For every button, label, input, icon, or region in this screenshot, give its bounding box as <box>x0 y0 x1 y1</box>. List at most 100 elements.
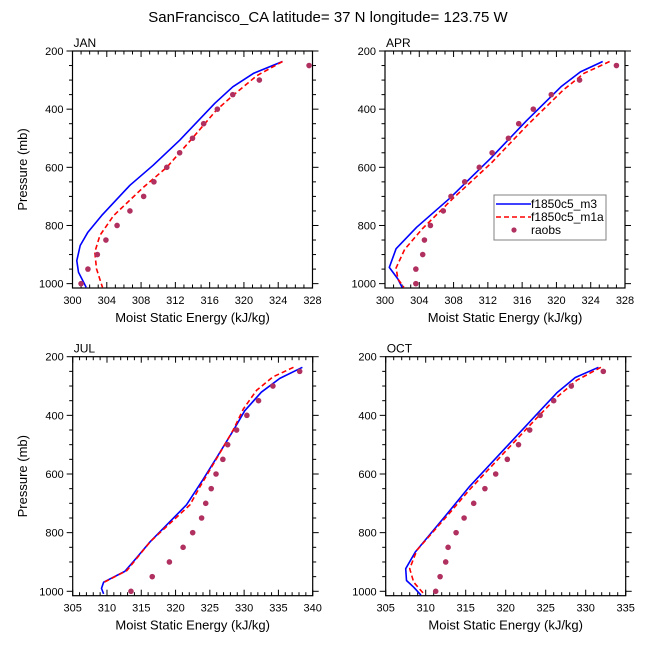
x-axis-title: Moist Static Energy (kJ/kg) <box>115 618 270 633</box>
panel-label: JUL <box>74 342 96 356</box>
legend-label-raobs: raobs <box>531 223 561 237</box>
panel-label: JAN <box>74 36 97 50</box>
panel-oct: 305 310 315 320 325 330 335 Moist Static Energy… <box>352 342 635 633</box>
raobs-point <box>470 500 477 507</box>
y-tick-label: 1000 <box>39 586 63 598</box>
figure-title: SanFrancisco_CA latitude= 37 N longitude… <box>148 9 508 26</box>
y-tick-label: 400 <box>358 410 376 422</box>
raobs-point <box>114 222 120 229</box>
raobs-point <box>550 397 557 404</box>
series-group <box>100 366 303 595</box>
plot-frame <box>71 50 314 289</box>
raobs-point <box>306 62 312 69</box>
raobs-point <box>229 91 236 98</box>
raobs-point <box>505 135 512 142</box>
x-tick-label: 328 <box>616 295 634 307</box>
y-tick-label: 600 <box>358 469 376 481</box>
y-tick-label: 1000 <box>352 586 376 598</box>
series-line-f1850c5_m3 <box>388 60 604 288</box>
x-tick-label: 312 <box>479 295 497 307</box>
raobs-point <box>189 135 196 142</box>
raobs-point <box>176 149 183 156</box>
series-group <box>76 60 283 288</box>
raobs-point <box>200 120 207 127</box>
raobs-point <box>255 397 262 404</box>
raobs-point <box>504 456 511 463</box>
raobs-point <box>256 77 263 83</box>
x-tick-label: 320 <box>235 295 253 307</box>
raobs-point <box>427 222 434 229</box>
raobs-point <box>548 91 555 98</box>
panels: 300 304 308 312 316 320 324 328 Moist Static Ene… <box>15 36 635 633</box>
x-tick-label: 315 <box>457 603 475 615</box>
x-tick-label: 316 <box>513 295 531 307</box>
y-tick-label: 800 <box>358 528 376 540</box>
y-tick-label: 600 <box>45 162 63 174</box>
raobs-point <box>453 529 459 536</box>
panel-jan: 300 304 308 312 316 320 324 328 Moist Static Ene… <box>15 36 322 325</box>
raobs-point <box>213 471 219 477</box>
raobs-point <box>103 237 109 243</box>
x-axis-title: Moist Static Energy (kJ/kg) <box>428 310 583 325</box>
panel-jul: 305 310 315 320 325 330 335 340 Moist Static Ene… <box>15 342 322 633</box>
raobs-point <box>413 266 419 272</box>
raobs-point <box>180 544 186 551</box>
raobs-point <box>421 237 428 243</box>
y-tick-label: 200 <box>358 46 376 58</box>
series-group <box>388 60 610 288</box>
raobs-point <box>526 427 533 433</box>
series-line-f1850c5_m3 <box>76 60 283 288</box>
panel-label: APR <box>386 36 411 50</box>
x-tick-label: 324 <box>582 295 600 307</box>
raobs-point <box>127 208 133 214</box>
raobs-point <box>140 193 147 200</box>
raobs-point <box>476 164 483 171</box>
x-tick-label: 308 <box>132 295 150 307</box>
x-axis-title: Moist Static Energy (kJ/kg) <box>428 618 583 633</box>
raobs-point <box>568 383 575 389</box>
raobs-point <box>128 588 134 595</box>
raobs-point <box>461 515 467 521</box>
raobs-point <box>537 412 543 419</box>
raobs-point <box>515 441 522 448</box>
y-tick-label: 600 <box>358 162 376 174</box>
x-tick-label: 320 <box>497 603 515 615</box>
y-tick-label: 800 <box>45 528 63 540</box>
x-tick-label: 300 <box>376 295 394 307</box>
raobs-point <box>576 77 583 83</box>
y-tick-label: 200 <box>358 352 376 364</box>
y-tick-label: 800 <box>358 220 376 232</box>
raobs-point <box>445 544 451 551</box>
raobs-point <box>413 280 419 287</box>
raobs-point <box>482 485 488 492</box>
raobs-point <box>149 573 156 580</box>
x-tick-label: 325 <box>537 603 555 615</box>
raobs-point <box>419 251 426 258</box>
series-line-f1850c5_m3 <box>404 366 599 596</box>
x-tick-label: 304 <box>410 295 428 307</box>
y-tick-label: 1000 <box>352 279 376 291</box>
y-tick-label: 400 <box>45 410 63 422</box>
raobs-point <box>78 280 84 287</box>
raobs-point <box>244 412 250 419</box>
raobs-point <box>166 559 173 565</box>
series-line-f1850c5_m1a <box>94 60 283 288</box>
raobs-point <box>296 368 303 375</box>
series-line-f1850c5_m3 <box>100 366 303 595</box>
raobs-point <box>448 193 454 200</box>
x-tick-label: 316 <box>200 295 218 307</box>
raobs-point <box>208 485 215 492</box>
x-tick-label: 310 <box>417 603 435 615</box>
y-tick-label: 200 <box>45 352 63 364</box>
raobs-point <box>220 456 226 463</box>
legend-marker-raobs <box>511 227 517 233</box>
x-tick-label: 340 <box>304 603 322 615</box>
x-tick-label: 310 <box>98 603 116 615</box>
raobs-point <box>489 149 495 156</box>
y-tick-label: 800 <box>45 220 63 232</box>
series-line-f1850c5_m1a <box>395 60 610 288</box>
raobs-point <box>530 106 537 112</box>
x-tick-label: 320 <box>166 603 184 615</box>
x-tick-label: 335 <box>617 603 635 615</box>
